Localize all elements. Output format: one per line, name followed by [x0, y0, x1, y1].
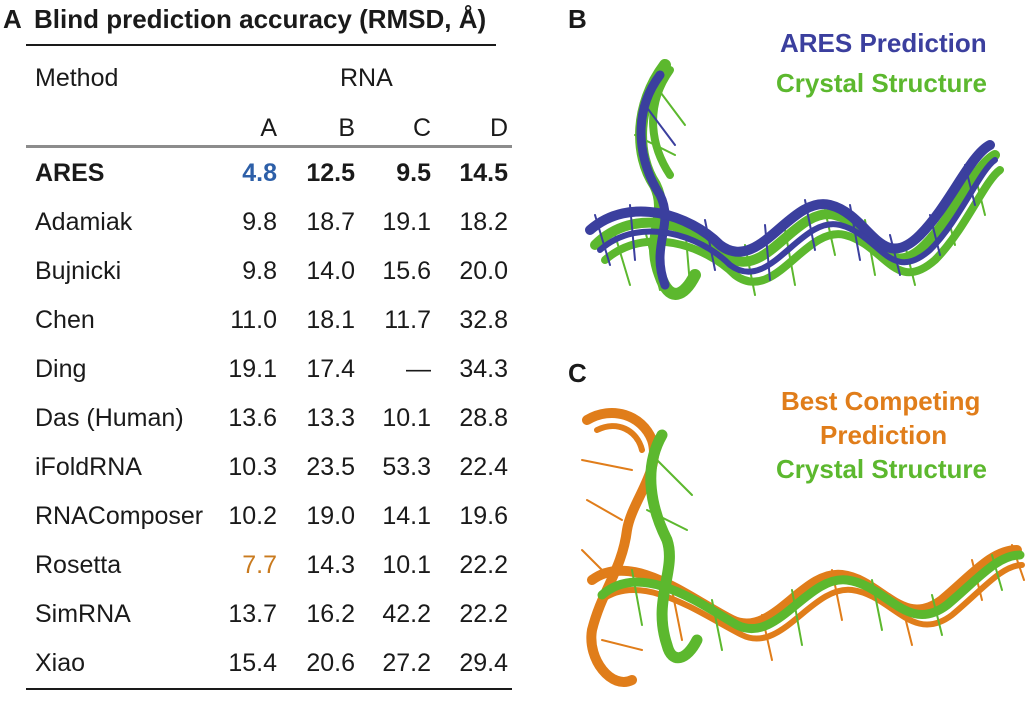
- best-competing-legend-line2: Prediction: [820, 420, 948, 450]
- table-row-method: Chen: [35, 306, 95, 334]
- table-cell-value: 12.5: [306, 159, 355, 187]
- table-cell-value: —: [406, 355, 431, 383]
- table-row-method: Adamiak: [35, 208, 133, 236]
- table-cell-value: 28.8: [459, 404, 508, 432]
- ares-structure-prediction-blue: [585, 70, 998, 290]
- table-cell-value: 53.3: [382, 453, 431, 481]
- table-cell-value: 23.5: [306, 453, 355, 481]
- table-row-method: iFoldRNA: [35, 453, 142, 481]
- table-cell-value: 7.7: [242, 551, 277, 579]
- table-cell-value: 19.1: [228, 355, 277, 383]
- table-cell-value: 20.6: [306, 649, 355, 677]
- table-cell-value: 19.0: [306, 502, 355, 530]
- table-cell-value: 10.1: [382, 551, 431, 579]
- crystal-structure-legend-c: Crystal Structure: [776, 454, 987, 484]
- table-row-method: ARES: [35, 159, 105, 187]
- table-cell-value: 13.6: [228, 404, 277, 432]
- table-cell-value: 9.8: [242, 257, 277, 285]
- table-cell-value: 9.5: [396, 159, 431, 187]
- table-cell-value: 10.2: [228, 502, 277, 530]
- rna-header: RNA: [340, 64, 393, 92]
- table-cell-value: 22.2: [459, 600, 508, 628]
- table-cell-value: 34.3: [459, 355, 508, 383]
- table-cell-value: 27.2: [382, 649, 431, 677]
- table-cell-value: 29.4: [459, 649, 508, 677]
- table-cell-value: 15.4: [228, 649, 277, 677]
- table-row-method: Rosetta: [35, 551, 122, 579]
- table-cell-value: 22.4: [459, 453, 508, 481]
- table-cell-value: 4.8: [242, 159, 277, 187]
- table-cell-value: 18.7: [306, 208, 355, 236]
- table-cell-value: 10.1: [382, 404, 431, 432]
- ares-prediction-legend: ARES Prediction: [780, 28, 987, 58]
- table-cell-value: 19.1: [382, 208, 431, 236]
- table-row-method: Ding: [35, 355, 87, 383]
- column-header-d: D: [489, 114, 508, 142]
- table-cell-value: 14.0: [306, 257, 355, 285]
- table-cell-value: 42.2: [382, 600, 431, 628]
- panel-b-letter: B: [568, 4, 587, 34]
- table-row-method: RNAComposer: [35, 502, 204, 530]
- competing-structure-crystal-green: [597, 429, 1025, 663]
- table-cell-value: 15.6: [382, 257, 431, 285]
- table-cell-value: 32.8: [459, 306, 508, 334]
- table-row-method: Das (Human): [35, 404, 184, 432]
- table-cell-value: 20.0: [459, 257, 508, 285]
- table-cell-value: 17.4: [306, 355, 355, 383]
- table-cell-value: 16.2: [306, 600, 355, 628]
- competing-structure-prediction-orange: [581, 407, 1025, 687]
- ares-structure-image: [585, 59, 1004, 300]
- table-top-rule: [26, 44, 496, 46]
- competing-structure-image: [581, 407, 1025, 687]
- table-row-method: SimRNA: [35, 600, 131, 628]
- table-cell-value: 10.3: [228, 453, 277, 481]
- table-cell-value: 18.2: [459, 208, 508, 236]
- table-cell-value: 14.3: [306, 551, 355, 579]
- table-cell-value: 9.8: [242, 208, 277, 236]
- table-cell-value: 22.2: [459, 551, 508, 579]
- table-cell-value: 13.3: [306, 404, 355, 432]
- table-cell-value: 11.7: [384, 306, 431, 334]
- column-header-a: A: [260, 114, 277, 142]
- panel-c-letter: C: [568, 358, 587, 388]
- column-header-c: C: [412, 114, 431, 142]
- table-row-method: Bujnicki: [35, 257, 122, 285]
- header-rule: [26, 145, 512, 148]
- table-cell-value: 14.1: [382, 502, 431, 530]
- column-header-b: B: [338, 114, 355, 142]
- table-cell-value: 13.7: [228, 600, 277, 628]
- panel-a-letter: A: [3, 4, 22, 34]
- table-row-method: Xiao: [35, 649, 86, 677]
- table-cell-value: 18.1: [306, 306, 355, 334]
- table-cell-value: 11.0: [230, 306, 277, 334]
- table-title: Blind prediction accuracy (RMSD, Å): [34, 4, 487, 34]
- table-cell-value: 14.5: [459, 159, 508, 187]
- best-competing-legend-line1: Best Competing: [781, 386, 981, 416]
- table-bottom-rule: [26, 688, 512, 690]
- method-header: Method: [35, 64, 119, 92]
- crystal-structure-legend-b: Crystal Structure: [776, 68, 987, 98]
- table-cell-value: 19.6: [459, 502, 508, 530]
